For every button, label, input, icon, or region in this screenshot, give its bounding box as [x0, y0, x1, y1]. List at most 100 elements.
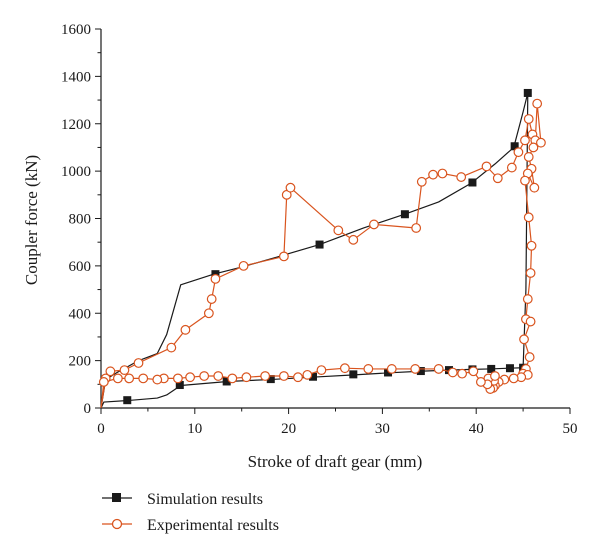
data-point-experimental	[105, 366, 116, 377]
data-point-experimental	[112, 373, 123, 384]
data-point-experimental	[525, 268, 536, 278]
data-point-experimental	[513, 147, 524, 158]
legend-marker-simulation	[112, 493, 121, 502]
data-point-experimental	[416, 176, 427, 187]
data-point-experimental	[293, 372, 303, 383]
data-point-simulation	[308, 372, 317, 381]
data-point-experimental	[210, 274, 221, 284]
x-tick-label: 20	[281, 421, 296, 437]
y-tick-label: 0	[84, 401, 92, 417]
data-point-experimental	[523, 152, 534, 162]
data-point-experimental	[285, 182, 296, 193]
data-point-experimental	[468, 366, 479, 377]
y-axis-label: Coupler force (kN)	[22, 155, 41, 285]
data-point-experimental	[241, 372, 252, 383]
data-point-experimental	[475, 377, 486, 387]
y-tick-label: 1400	[61, 69, 91, 85]
data-point-experimental	[532, 98, 543, 109]
data-point-simulation	[505, 364, 514, 373]
legend-label-simulation: Simulation results	[147, 491, 263, 508]
data-point-experimental	[523, 212, 534, 223]
data-point-experimental	[339, 363, 350, 374]
x-tick-label: 10	[187, 421, 202, 437]
data-point-simulation	[123, 396, 132, 405]
data-point-experimental	[279, 371, 289, 381]
data-point-experimental	[119, 365, 130, 376]
x-tick-label: 50	[563, 421, 578, 437]
data-point-experimental	[206, 294, 217, 304]
data-point-experimental	[437, 168, 448, 179]
data-point-experimental	[525, 316, 536, 327]
data-point-simulation	[175, 381, 184, 390]
data-point-experimental	[456, 172, 467, 182]
data-point-experimental	[260, 371, 271, 381]
data-point-experimental	[529, 182, 540, 193]
axes: 0 10 20 30 40 50 0 200 400 600 800 1000 1200 1400 1600	[61, 22, 578, 437]
data-point-experimental	[528, 142, 539, 153]
data-point-simulation	[266, 375, 275, 384]
x-axis-label: Stroke of draft gear (mm)	[248, 452, 423, 471]
data-point-experimental	[526, 240, 537, 251]
data-point-experimental	[519, 334, 529, 345]
data-point-experimental	[199, 371, 210, 381]
data-point-experimental	[428, 169, 438, 180]
y-tick-label: 1200	[61, 117, 91, 133]
data-point-experimental	[133, 358, 144, 368]
data-point-experimental	[138, 373, 149, 384]
data-point-simulation	[349, 370, 358, 379]
data-point-experimental	[369, 219, 379, 230]
data-point-experimental	[411, 223, 422, 233]
data-point-experimental	[433, 364, 444, 374]
y-tick-label: 800	[69, 212, 92, 228]
data-point-simulation	[487, 364, 496, 373]
x-tick-label: 30	[375, 421, 390, 437]
data-point-experimental	[506, 162, 517, 173]
data-point-experimental	[166, 342, 177, 353]
data-point-experimental	[536, 137, 546, 148]
legend: Simulation results Experimental results	[102, 491, 279, 534]
data-point-experimental	[520, 175, 530, 186]
legend-item-experimental: Experimental results	[102, 517, 279, 534]
data-point-experimental	[348, 234, 359, 245]
data-point-simulation	[523, 88, 532, 97]
y-tick-label: 1600	[61, 22, 91, 38]
data-point-experimental	[492, 173, 503, 184]
data-point-experimental	[213, 371, 224, 381]
series-line-experimental	[100, 103, 542, 409]
data-point-simulation	[222, 377, 231, 386]
data-point-experimental	[185, 372, 196, 383]
data-point-experimental	[520, 135, 530, 146]
data-point-experimental	[481, 161, 492, 172]
series-layer	[98, 88, 546, 409]
data-point-experimental	[316, 365, 327, 376]
data-point-simulation	[510, 142, 519, 151]
y-tick-label: 1000	[61, 164, 91, 180]
series-line-simulation	[100, 92, 529, 409]
data-point-experimental	[457, 368, 468, 379]
data-point-experimental	[333, 225, 344, 236]
data-point-experimental	[98, 377, 109, 387]
data-point-experimental	[302, 369, 313, 380]
legend-item-simulation: Simulation results	[102, 491, 263, 508]
data-point-simulation	[400, 210, 409, 219]
data-point-simulation	[416, 367, 425, 376]
data-point-experimental	[124, 373, 135, 384]
data-point-experimental	[363, 364, 374, 374]
y-tick-label: 200	[69, 354, 92, 370]
data-point-experimental	[410, 364, 421, 374]
x-tick-label: 0	[97, 421, 105, 437]
data-point-experimental	[227, 373, 238, 384]
data-point-experimental	[279, 251, 289, 262]
data-point-simulation	[315, 240, 324, 249]
data-point-experimental	[203, 308, 214, 319]
y-tick-label: 600	[69, 259, 92, 275]
data-point-experimental	[238, 260, 249, 271]
x-tick-label: 40	[469, 421, 484, 437]
data-point-experimental	[508, 373, 519, 384]
data-point-experimental	[152, 374, 163, 385]
legend-marker-experimental	[111, 518, 123, 530]
data-point-experimental	[490, 371, 500, 381]
data-point-experimental	[522, 294, 533, 304]
data-point-experimental	[524, 352, 535, 362]
